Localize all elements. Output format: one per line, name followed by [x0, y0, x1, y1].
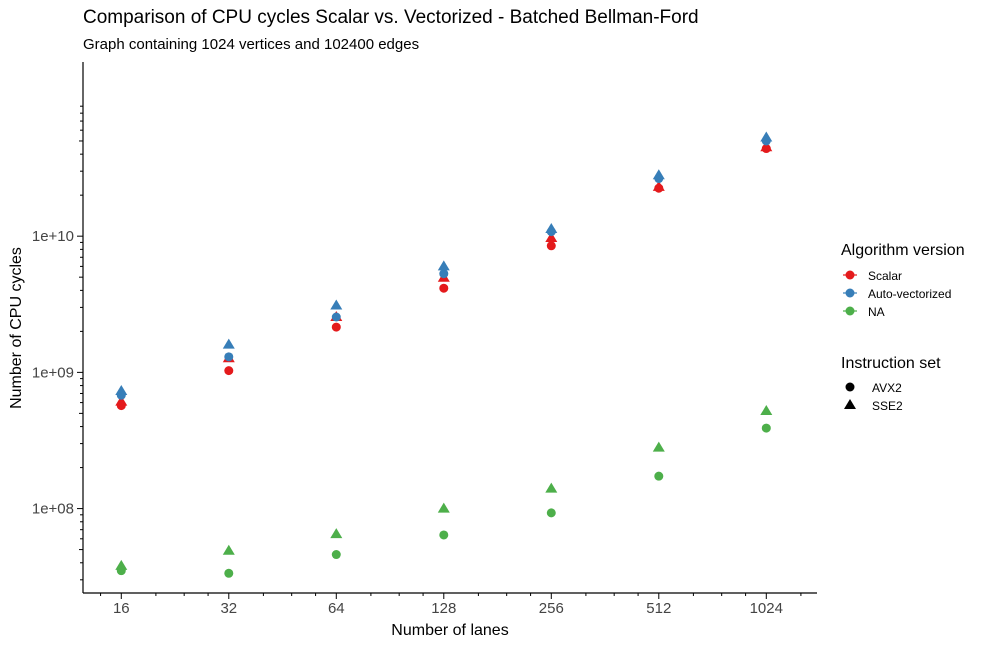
data-point — [331, 550, 341, 560]
data-point — [222, 544, 235, 555]
legend-key-marker — [845, 270, 855, 280]
data-point — [546, 241, 556, 251]
x-tick-label: 128 — [431, 600, 456, 617]
x-tick-label: 1024 — [750, 600, 783, 617]
data-points — [115, 131, 773, 578]
data-point — [546, 508, 556, 518]
data-point — [652, 169, 665, 180]
data-point — [222, 338, 235, 349]
data-point — [652, 441, 665, 452]
data-point — [224, 352, 234, 362]
data-point — [224, 568, 234, 578]
legend-label: AVX2 — [872, 381, 902, 395]
data-point — [760, 141, 773, 152]
data-point — [439, 269, 449, 279]
data-point — [654, 471, 664, 481]
data-point — [115, 559, 128, 570]
data-point — [330, 528, 343, 539]
data-point — [652, 180, 665, 191]
data-point — [331, 322, 341, 332]
legend-label: Scalar — [868, 269, 902, 283]
x-tick-label: 32 — [220, 600, 237, 617]
x-tick-label: 512 — [646, 600, 671, 617]
x-axis-ticks: 16 32 64 128 256 512 1024 — [100, 593, 802, 617]
color-legend-title: Algorithm version — [841, 242, 965, 259]
legend: Algorithm version Scalar Auto-vectorized… — [841, 242, 965, 413]
x-axis-title: Number of lanes — [391, 622, 508, 639]
data-point — [545, 482, 558, 493]
legend-item-scalar: Scalar — [843, 269, 902, 283]
data-point — [545, 222, 558, 233]
legend-label: SSE2 — [872, 399, 903, 413]
legend-label: Auto-vectorized — [868, 287, 951, 301]
data-point — [115, 384, 128, 395]
x-tick-label: 16 — [113, 600, 130, 617]
y-tick-label: 1e+10 — [32, 228, 74, 245]
legend-item-sse2: SSE2 — [844, 399, 903, 413]
data-point — [437, 502, 450, 513]
legend-circle-marker — [845, 382, 855, 392]
chart-title: Comparison of CPU cycles Scalar vs. Vect… — [83, 7, 699, 28]
shape-legend-title: Instruction set — [841, 355, 941, 372]
y-tick-label: 1e+08 — [32, 501, 74, 518]
data-point — [439, 530, 449, 540]
data-point — [760, 131, 773, 142]
y-axis-title: Number of CPU cycles — [8, 247, 25, 409]
data-point — [545, 231, 558, 242]
legend-key-marker — [845, 288, 855, 298]
data-point — [331, 312, 341, 322]
y-tick-label: 1e+09 — [32, 364, 74, 381]
y-axis-ticks: 1e+08 1e+09 1e+10 — [32, 105, 83, 581]
data-point — [439, 283, 449, 293]
legend-triangle-marker — [844, 399, 856, 409]
data-point — [224, 366, 234, 376]
legend-item-auto-vectorized: Auto-vectorized — [843, 287, 951, 301]
x-tick-label: 64 — [328, 600, 345, 617]
data-point — [115, 395, 128, 406]
legend-label: NA — [868, 305, 885, 319]
chart-subtitle: Graph containing 1024 vertices and 10240… — [83, 36, 419, 53]
legend-item-avx2: AVX2 — [845, 381, 902, 395]
data-point — [437, 260, 450, 271]
legend-key-marker — [845, 306, 855, 316]
legend-item-na: NA — [843, 305, 885, 319]
data-point — [761, 423, 771, 433]
plot-area: 16 32 64 128 256 512 1024 1e+08 1e+09 1e+10 — [32, 62, 817, 617]
data-point — [760, 405, 773, 416]
x-tick-label: 256 — [539, 600, 564, 617]
data-point — [330, 299, 343, 310]
